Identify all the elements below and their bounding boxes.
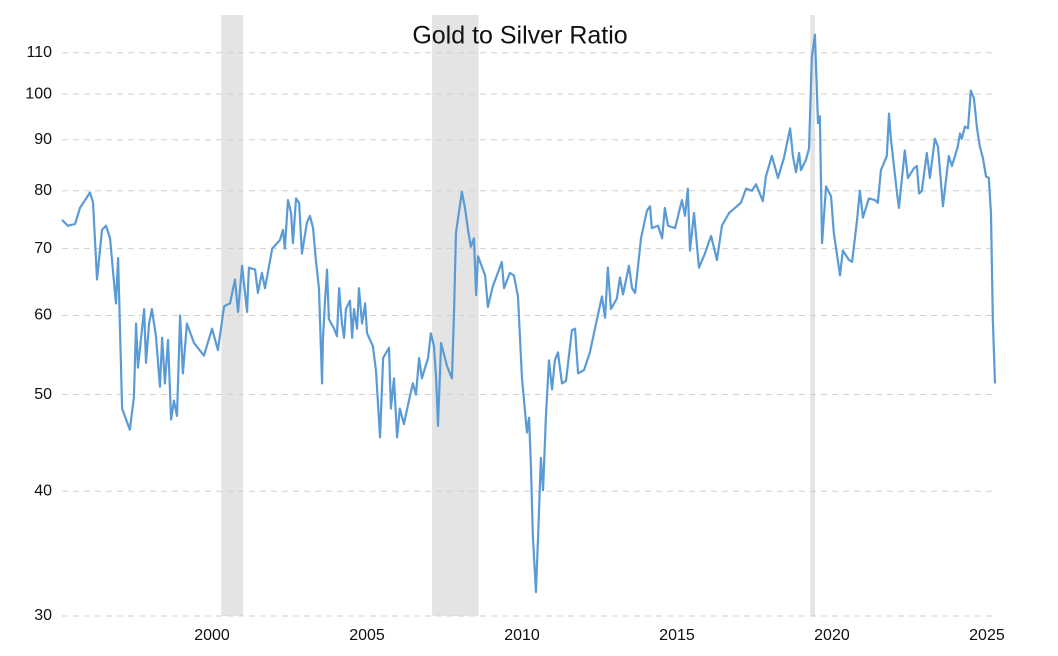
y-tick-label: 70 — [34, 240, 52, 257]
y-tick-label: 100 — [25, 85, 52, 102]
y-tick-label: 50 — [34, 386, 52, 403]
y-tick-label: 110 — [26, 44, 52, 61]
x-tick-label: 2025 — [969, 627, 1005, 644]
y-tick-label: 60 — [34, 307, 52, 324]
y-tick-label: 80 — [34, 182, 52, 199]
y-tick-label: 40 — [34, 482, 52, 499]
x-tick-label: 2010 — [504, 627, 540, 644]
y-tick-label: 90 — [34, 131, 52, 148]
chart-title: Gold to Silver Ratio — [412, 22, 627, 50]
x-tick-label: 2000 — [194, 627, 230, 644]
plot-background — [62, 15, 995, 617]
x-tick-label: 2005 — [349, 627, 385, 644]
x-tick-label: 2020 — [814, 627, 850, 644]
x-tick-label: 2015 — [659, 627, 695, 644]
y-tick-label: 30 — [34, 607, 52, 624]
data-line — [61, 33, 997, 594]
